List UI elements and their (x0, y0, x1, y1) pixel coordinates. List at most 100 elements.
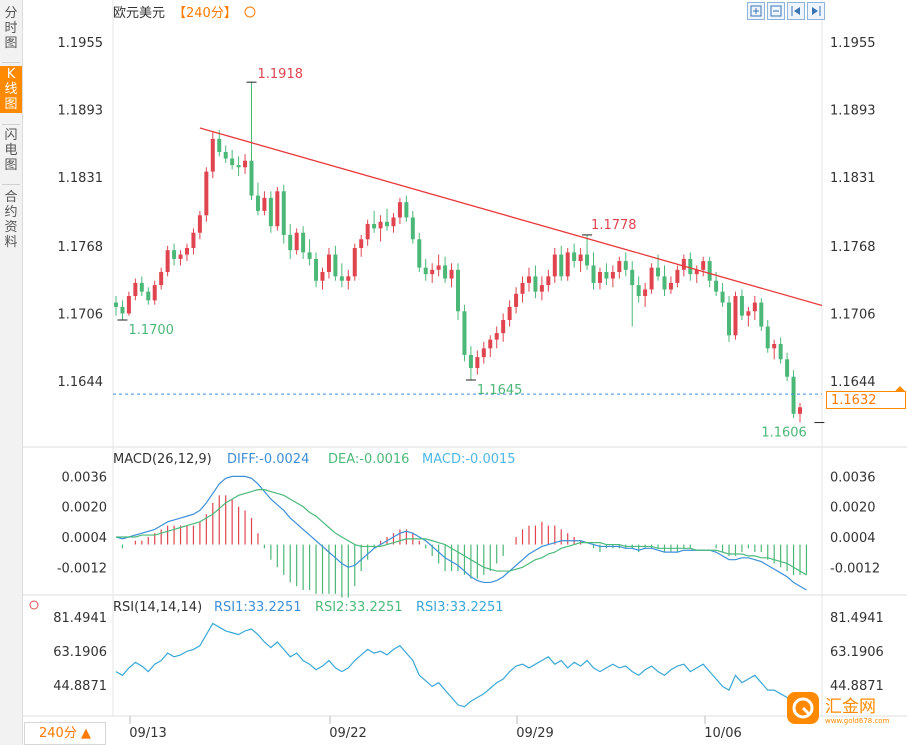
candle (301, 232, 306, 253)
candle (617, 261, 622, 272)
candle (262, 197, 267, 211)
date-label: 09/13 (129, 726, 166, 741)
settings-icon (244, 6, 256, 18)
candle (662, 276, 667, 290)
candle (714, 280, 719, 292)
rsi2-value: RSI2:33.2251 (315, 600, 403, 615)
candle (184, 248, 189, 255)
macd-axis-label-right: -0.0012 (830, 561, 880, 576)
candle (146, 291, 151, 301)
price-axis-label-left: 1.1831 (58, 171, 104, 186)
candle (139, 282, 144, 292)
candle (159, 272, 164, 286)
candle (481, 348, 486, 358)
candle (120, 306, 125, 314)
price-marker-icon (895, 386, 905, 392)
candle (172, 250, 177, 259)
macd-diff-value: DIFF:-0.0024 (227, 452, 309, 467)
rsi-axis-label-left: 44.8871 (53, 679, 107, 694)
candle (701, 261, 706, 270)
rsi-line (115, 622, 801, 708)
annotation-low-mid: 1.1645 (477, 383, 522, 398)
tab-contract-info[interactable]: 合约资料 (4, 190, 18, 250)
tab-timeshare[interactable]: 分时图 (4, 6, 18, 51)
date-label: 10/06 (704, 726, 741, 741)
candle (320, 272, 325, 281)
candle (455, 269, 461, 312)
candle (223, 152, 228, 159)
candle (397, 202, 402, 218)
candle (778, 344, 783, 360)
macd-axis-label-left: 0.0036 (62, 470, 108, 485)
candle (410, 217, 415, 240)
candle (307, 252, 312, 259)
candle (352, 248, 357, 277)
dea-line (116, 489, 807, 576)
candle (572, 252, 577, 262)
price-axis-label-right: 1.1955 (830, 36, 876, 51)
macd-axis-label-right: 0.0036 (830, 470, 876, 485)
candle (281, 191, 286, 235)
rsi-axis-label-left: 63.1906 (53, 645, 107, 660)
candle (339, 276, 344, 281)
price-axis-label-right: 1.1706 (830, 307, 876, 322)
candle (217, 138, 222, 152)
date-label: 09/29 (516, 726, 553, 741)
tab-flash-chart[interactable]: 闪电图 (4, 128, 18, 173)
price-axis-label-left: 1.1644 (58, 375, 104, 390)
candle (675, 269, 680, 283)
annotation-swing-high: 1.1778 (591, 218, 637, 233)
candle (230, 158, 235, 166)
price-axis-label-left: 1.1893 (58, 103, 104, 118)
candle (514, 293, 519, 307)
brand-url: www.gold678.com (825, 717, 890, 725)
rsi3-value: RSI3:33.2251 (416, 600, 504, 615)
indicator-settings-icon (29, 600, 39, 610)
candle (365, 224, 370, 240)
candle (559, 254, 564, 277)
candle (494, 333, 499, 340)
candle (372, 224, 377, 229)
candle (746, 311, 751, 316)
diff-line (115, 475, 807, 591)
candle (643, 289, 648, 296)
macd-axis-label-right: 0.0020 (830, 501, 876, 516)
candle (765, 326, 770, 349)
candle (378, 221, 383, 229)
zoom-in-icon[interactable] (747, 2, 765, 20)
candle (649, 267, 654, 290)
rsi1-value: RSI1:33.2251 (214, 600, 302, 615)
candle (772, 344, 777, 349)
price-axis-label-right: 1.1893 (830, 103, 876, 118)
candle (417, 239, 422, 268)
scroll-right-icon[interactable] (807, 2, 825, 20)
price-axis-label-left: 1.1768 (58, 240, 104, 255)
candle (462, 311, 467, 355)
candle (346, 276, 351, 281)
candle (752, 302, 757, 312)
candle (255, 195, 260, 211)
candle (475, 357, 480, 368)
candle (578, 254, 583, 262)
candle (436, 265, 441, 270)
candle (152, 285, 157, 301)
scroll-left-icon[interactable] (787, 2, 805, 20)
candle (113, 302, 119, 307)
rsi-axis-label-right: 44.8871 (830, 679, 884, 694)
brand-name: 汇金网 (825, 697, 876, 717)
candle (126, 296, 131, 314)
candle (636, 285, 641, 296)
rsi-axis-label-right: 63.1906 (830, 645, 884, 660)
candle (604, 272, 609, 279)
candle (759, 302, 764, 327)
period-label: 【240分】 (173, 6, 237, 21)
candle (268, 197, 273, 227)
zoom-out-icon[interactable] (767, 2, 785, 20)
annotation-high: 1.1918 (258, 67, 304, 82)
candle (668, 282, 673, 290)
period-selector-button[interactable]: 240分 ▲ (24, 722, 106, 745)
candle (468, 354, 473, 368)
